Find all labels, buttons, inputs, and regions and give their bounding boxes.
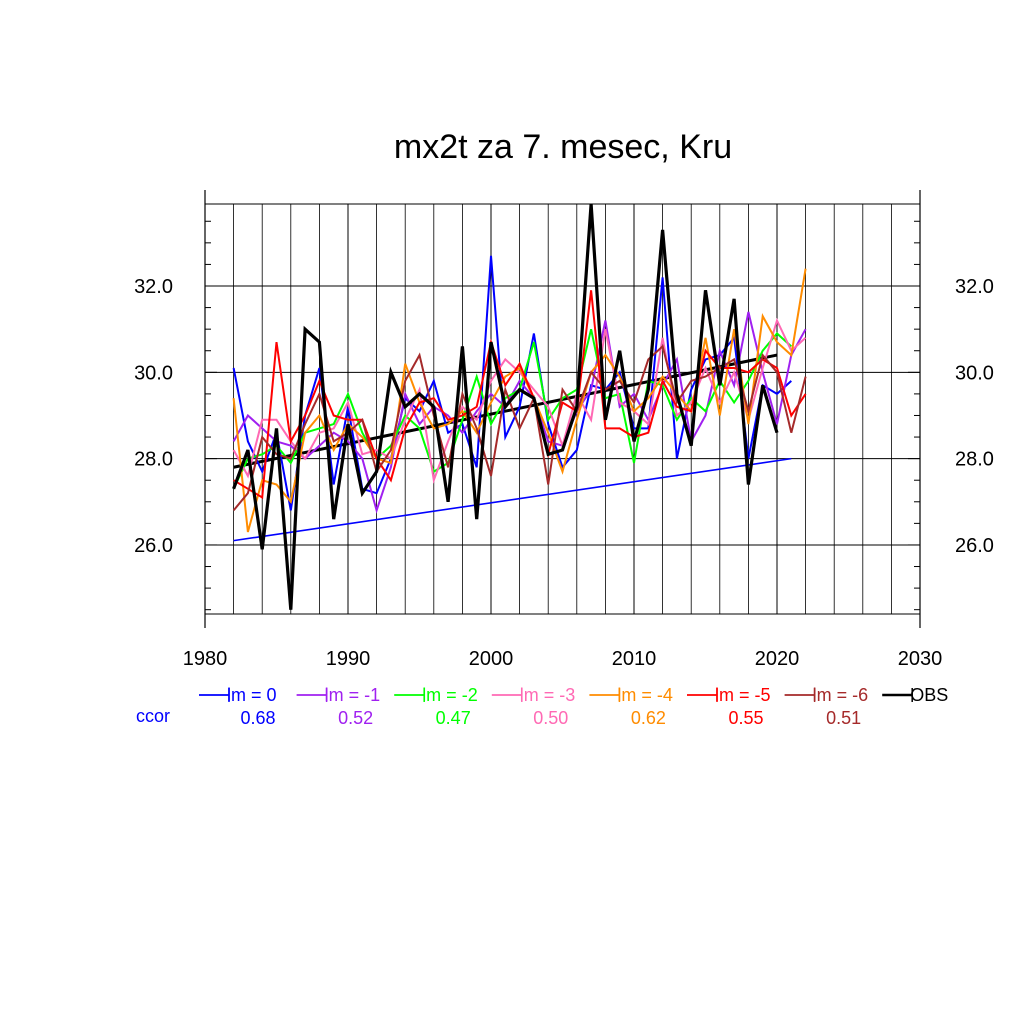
trend-line	[233, 457, 792, 542]
legend-label: lm = -2	[422, 685, 478, 705]
x-tick-label: 2000	[469, 648, 514, 670]
y-tick-label-left: 28.0	[134, 449, 173, 471]
series-line	[232, 344, 807, 512]
y-tick-label-right: 28.0	[955, 449, 994, 471]
chart-title: mx2t za 7. mesec, Kru	[394, 128, 732, 166]
legend-label: lm = -4	[617, 685, 673, 705]
y-tick-label-right: 32.0	[955, 276, 994, 298]
ccor-value: 0.68	[240, 708, 275, 728]
x-tick-label: 1990	[326, 648, 371, 670]
x-tick-label: 2010	[612, 648, 657, 670]
series-lines	[232, 203, 807, 610]
series-line	[232, 268, 807, 533]
ccor-value: 0.51	[826, 708, 861, 728]
legend-label: lm = -1	[325, 685, 381, 705]
legend: lm = 0 0.68 lm = -1 0.52 lm = -2 0.47 lm = -3 0…	[136, 685, 948, 728]
ccor-value: 0.62	[631, 708, 666, 728]
x-tick-label: 2020	[755, 648, 800, 670]
legend-label: OBS	[910, 685, 948, 705]
ccor-value: 0.55	[728, 708, 763, 728]
x-tick-label: 1980	[183, 648, 228, 670]
y-tick-label-right: 30.0	[955, 362, 994, 384]
ccor-value: 0.52	[338, 708, 373, 728]
x-tick-label: 2030	[898, 648, 943, 670]
ccor-value: 0.50	[533, 708, 568, 728]
trend-line	[233, 353, 778, 469]
y-tick-label-left: 30.0	[134, 362, 173, 384]
legend-label: lm = 0	[227, 685, 277, 705]
legend-label: lm = -5	[715, 685, 771, 705]
legend-label: lm = -3	[520, 685, 576, 705]
y-tick-label-left: 26.0	[134, 535, 173, 557]
series-line	[232, 317, 807, 485]
legend-label: lm = -6	[813, 685, 869, 705]
series-line	[232, 203, 779, 610]
series-line	[233, 290, 807, 500]
axes: 1980 1990 2000 2010 2020 2030 26.0 26.0 28.0 28.0…	[134, 190, 994, 670]
ccor-label: ccor	[136, 706, 170, 726]
y-tick-label-left: 32.0	[134, 276, 173, 298]
trend-lines	[233, 353, 792, 542]
ccor-value: 0.47	[436, 708, 471, 728]
y-tick-label-right: 26.0	[955, 535, 994, 557]
